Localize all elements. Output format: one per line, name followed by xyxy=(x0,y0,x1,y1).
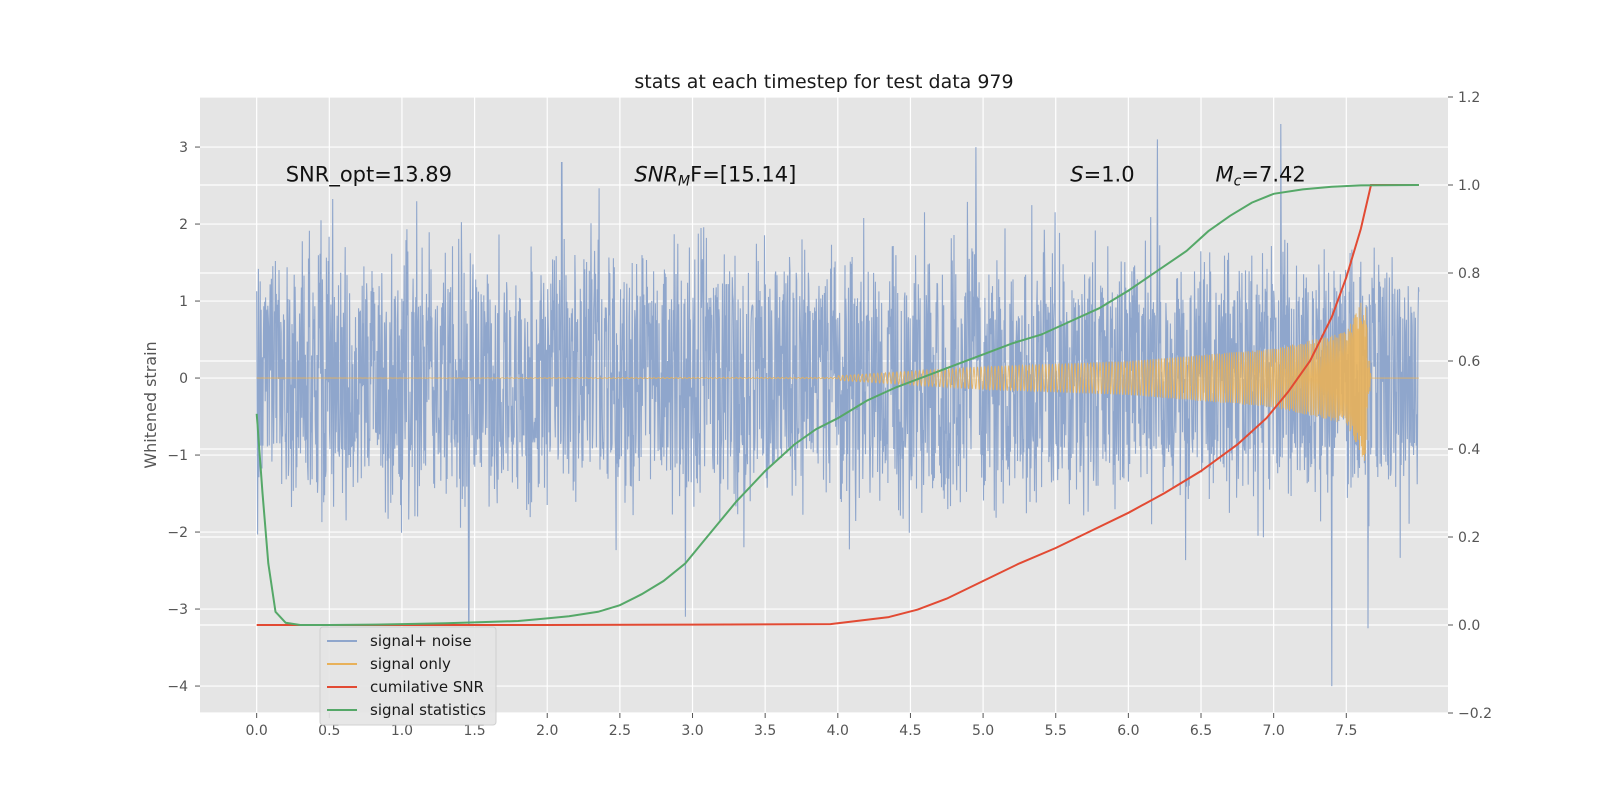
annotation-snr-mf-sub: M xyxy=(678,174,690,190)
legend-label-signal-statistics: signal statistics xyxy=(370,701,486,719)
y-tick-label: −3 xyxy=(167,602,188,618)
y-tick-label: 2 xyxy=(179,217,188,233)
y2-tick-label: 0.6 xyxy=(1458,354,1480,370)
x-tick-label: 1.0 xyxy=(391,723,413,739)
y-tick-label: 3 xyxy=(179,140,188,156)
x-tick-label: 0.5 xyxy=(318,723,340,739)
annotation-snr-mf-after: F=[15.14] xyxy=(690,163,796,187)
y2-tick-label: 0.4 xyxy=(1458,442,1480,458)
y-axis-right: −0.2 0.0 0.2 0.4 0.6 0.8 1.0 1.2 xyxy=(1448,90,1492,722)
chart-title: stats at each timestep for test data 979 xyxy=(634,71,1013,93)
annotations: SNR_opt=13.89 SNRMF=[15.14] S=1.0 Mc=7.4… xyxy=(286,163,1306,190)
y2-tick-label: −0.2 xyxy=(1458,706,1492,722)
y2-tick-label: 1.0 xyxy=(1458,178,1480,194)
annotation-snr-mf-main: SNR xyxy=(634,163,678,187)
annotation-s: S=1.0 xyxy=(1070,163,1134,187)
x-tick-label: 3.0 xyxy=(681,723,703,739)
annotation-mc-after: =7.42 xyxy=(1241,163,1305,187)
x-tick-label: 7.5 xyxy=(1335,723,1357,739)
signal-only-series xyxy=(256,302,1419,461)
y-tick-label: −1 xyxy=(167,448,188,464)
x-tick-label: 2.5 xyxy=(609,723,631,739)
legend-label-cumulative-snr: cumilative SNR xyxy=(370,678,484,696)
legend-label-signal-only: signal only xyxy=(370,655,451,673)
annotation-s-after: =1.0 xyxy=(1084,163,1135,187)
x-tick-label: 4.0 xyxy=(827,723,849,739)
legend: signal+ noise signal only cumilative SNR… xyxy=(319,626,497,726)
cumulative-snr-line xyxy=(256,184,1419,626)
y-tick-label: 1 xyxy=(179,294,188,310)
x-tick-label: 5.0 xyxy=(972,723,994,739)
legend-box xyxy=(319,626,497,726)
y-tick-label: −2 xyxy=(167,525,188,541)
x-tick-label: 2.0 xyxy=(536,723,558,739)
x-tick-label: 0.0 xyxy=(246,723,268,739)
signal-statistics-line xyxy=(255,184,1419,626)
x-tick-label: 1.5 xyxy=(463,723,485,739)
annotation-snr-opt: SNR_opt=13.89 xyxy=(286,163,452,188)
y2-tick-label: 1.2 xyxy=(1458,90,1480,106)
annotation-mc-sub: c xyxy=(1234,174,1242,190)
x-tick-label: 6.0 xyxy=(1117,723,1139,739)
x-tick-label: 5.5 xyxy=(1045,723,1067,739)
y-tick-label: −4 xyxy=(167,679,188,695)
x-tick-label: 4.5 xyxy=(899,723,921,739)
right-axis-series xyxy=(255,184,1419,626)
annotation-snr-mf: SNRMF=[15.14] xyxy=(634,163,796,190)
y2-tick-label: 0.0 xyxy=(1458,618,1480,634)
y-axis-left: −4 −3 −2 −1 0 1 2 3 xyxy=(167,140,200,695)
x-tick-label: 3.5 xyxy=(754,723,776,739)
annotation-s-main: S xyxy=(1070,163,1083,187)
y2-tick-label: 0.8 xyxy=(1458,266,1480,282)
y2-tick-label: 0.2 xyxy=(1458,530,1480,546)
y-tick-label: 0 xyxy=(179,371,188,387)
signal-only-line xyxy=(256,302,1419,461)
x-tick-label: 6.5 xyxy=(1190,723,1212,739)
x-axis: 0.0 0.5 1.0 1.5 2.0 2.5 3.0 3.5 4.0 4.5 5.0 5.5 6.0 6… xyxy=(246,713,1357,739)
legend-label-signal-noise: signal+ noise xyxy=(370,632,472,650)
y-axis-label: Whitened strain xyxy=(141,341,160,468)
x-tick-label: 7.0 xyxy=(1263,723,1285,739)
annotation-mc: Mc=7.42 xyxy=(1216,163,1306,190)
annotation-mc-main: M xyxy=(1216,163,1234,187)
